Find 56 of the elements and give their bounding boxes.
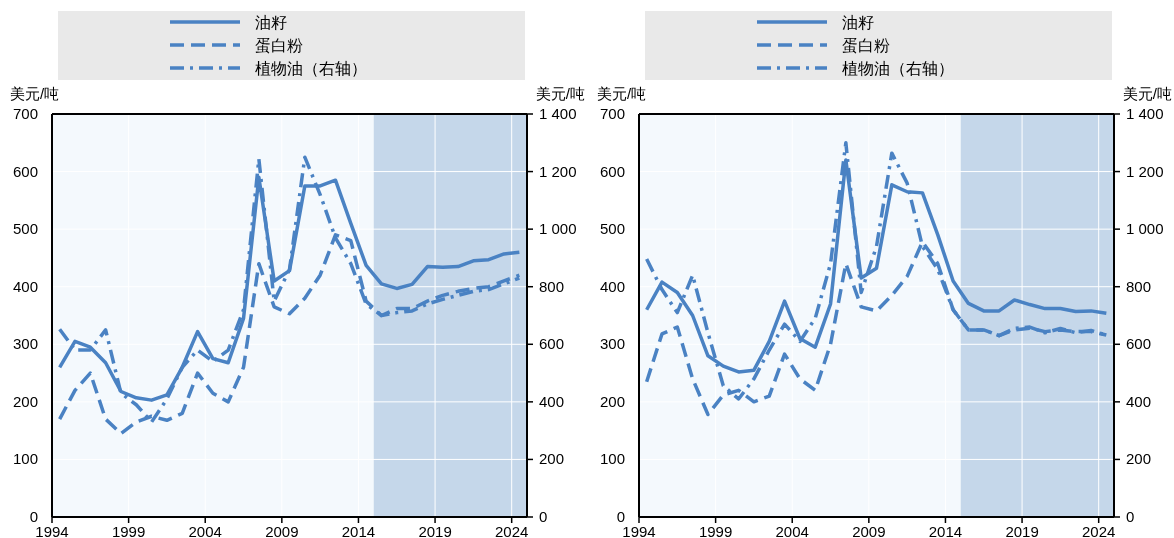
x-tick-label: 2004 xyxy=(775,523,809,538)
x-tick-label: 2024 xyxy=(1081,523,1116,538)
y-tick-label: 600 xyxy=(599,162,625,180)
y2-tick-label: 0 xyxy=(539,508,548,525)
y-tick-label: 700 xyxy=(12,105,38,122)
y-tick-label: 500 xyxy=(12,220,38,238)
y2-tick-label: 1 200 xyxy=(1126,162,1164,180)
y-tick-label: 400 xyxy=(599,277,625,295)
legend-label: 植物油（右轴） xyxy=(842,60,954,77)
legend-label: 油籽 xyxy=(255,14,287,31)
y2-tick-label: 1 000 xyxy=(539,220,577,238)
x-tick-label: 1999 xyxy=(698,523,733,538)
y-tick-label: 300 xyxy=(12,335,38,353)
y-tick-label: 0 xyxy=(29,508,38,525)
y2-tick-label: 800 xyxy=(539,277,565,295)
x-tick-label: 2014 xyxy=(928,523,963,538)
y-axis-title: 美元/吨 xyxy=(597,85,647,102)
y2-tick-label: 400 xyxy=(1126,392,1152,410)
y-tick-label: 500 xyxy=(599,220,625,238)
legend-label: 油籽 xyxy=(842,14,874,31)
y2-axis-title: 美元/吨 xyxy=(535,85,585,102)
x-tick-label: 2009 xyxy=(852,523,886,538)
y2-tick-label: 0 xyxy=(1126,508,1135,525)
x-tick-label: 2019 xyxy=(1005,523,1039,538)
y-tick-label: 700 xyxy=(599,105,625,122)
y2-tick-label: 200 xyxy=(1126,450,1152,468)
y2-tick-label: 1 400 xyxy=(1126,105,1164,122)
y-tick-label: 400 xyxy=(12,277,38,295)
legend-label: 植物油（右轴） xyxy=(255,60,367,77)
y-tick-label: 200 xyxy=(12,392,38,410)
y-axis-title: 美元/吨 xyxy=(10,85,60,102)
x-tick-label: 1994 xyxy=(35,523,69,538)
legend-label: 蛋白粉 xyxy=(842,37,890,54)
x-tick-label: 2024 xyxy=(494,523,529,538)
y-tick-label: 100 xyxy=(599,450,625,468)
y-tick-label: 300 xyxy=(599,335,625,353)
y-tick-label: 600 xyxy=(12,162,38,180)
y2-tick-label: 1 400 xyxy=(539,105,577,122)
legend-label: 蛋白粉 xyxy=(255,37,303,54)
x-tick-label: 2014 xyxy=(341,523,376,538)
y-tick-label: 0 xyxy=(616,508,625,525)
x-tick-label: 2019 xyxy=(418,523,452,538)
y2-tick-label: 200 xyxy=(539,450,565,468)
y2-tick-label: 1 200 xyxy=(539,162,577,180)
y2-tick-label: 400 xyxy=(539,392,565,410)
y2-tick-label: 600 xyxy=(1126,335,1152,353)
y2-axis-title: 美元/吨 xyxy=(1122,85,1172,102)
y-tick-label: 100 xyxy=(12,450,38,468)
y2-tick-label: 1 000 xyxy=(1126,220,1164,238)
x-tick-label: 2009 xyxy=(265,523,299,538)
y-tick-label: 200 xyxy=(599,392,625,410)
y2-tick-label: 800 xyxy=(1126,277,1152,295)
y2-tick-label: 600 xyxy=(539,335,565,353)
x-tick-label: 2004 xyxy=(188,523,222,538)
x-tick-label: 1999 xyxy=(111,523,146,538)
x-tick-label: 1994 xyxy=(622,523,656,538)
